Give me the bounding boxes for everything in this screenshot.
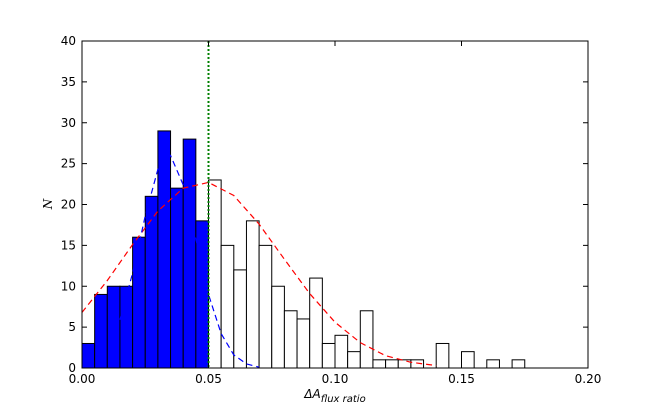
bar bbox=[157, 130, 172, 369]
y-tick-label: 0 bbox=[68, 361, 76, 375]
y-tick-label: 40 bbox=[61, 34, 76, 48]
bar bbox=[144, 195, 159, 369]
y-tick-label: 10 bbox=[61, 279, 76, 293]
bar bbox=[334, 334, 349, 369]
bar bbox=[208, 179, 222, 369]
bar bbox=[81, 342, 96, 369]
bar bbox=[435, 342, 450, 369]
bar bbox=[296, 318, 311, 369]
bar bbox=[132, 236, 146, 369]
bar bbox=[233, 269, 247, 369]
bar bbox=[359, 310, 374, 369]
bar bbox=[182, 138, 197, 369]
y-tick-label: 15 bbox=[61, 238, 76, 252]
bar bbox=[372, 359, 387, 369]
y-tick-label: 5 bbox=[68, 320, 76, 334]
y-tick-label: 25 bbox=[61, 157, 76, 171]
bar bbox=[347, 351, 361, 369]
bar bbox=[321, 342, 336, 369]
bar bbox=[397, 359, 412, 369]
y-tick-label: 20 bbox=[61, 198, 76, 212]
bar bbox=[258, 244, 273, 369]
bar bbox=[461, 351, 475, 369]
bar bbox=[195, 220, 210, 369]
bar bbox=[486, 359, 500, 369]
bar bbox=[170, 187, 184, 369]
bar bbox=[106, 285, 121, 369]
y-axis-label: N bbox=[41, 198, 55, 210]
fit-curve bbox=[119, 154, 260, 368]
x-tick-label: 0.05 bbox=[195, 372, 222, 386]
bar bbox=[271, 285, 285, 369]
x-label-main: ΔA bbox=[303, 387, 320, 401]
bar bbox=[283, 310, 298, 369]
fit-curve bbox=[81, 181, 437, 367]
bar bbox=[511, 359, 526, 369]
y-tick-label: 35 bbox=[61, 75, 76, 89]
x-axis-label: ΔAflux ratio bbox=[303, 387, 365, 405]
bar bbox=[94, 293, 108, 369]
x-tick-label: 0.15 bbox=[448, 372, 475, 386]
x-tick-label: 0.20 bbox=[575, 372, 602, 386]
bar bbox=[245, 220, 260, 369]
bar bbox=[309, 277, 323, 369]
x-tick-label: 0.00 bbox=[69, 372, 96, 386]
y-tick-label: 30 bbox=[61, 116, 76, 130]
x-label-sub: flux ratio bbox=[321, 394, 366, 405]
bar bbox=[220, 244, 235, 369]
x-tick-label: 0.10 bbox=[322, 372, 349, 386]
bar bbox=[385, 359, 399, 369]
